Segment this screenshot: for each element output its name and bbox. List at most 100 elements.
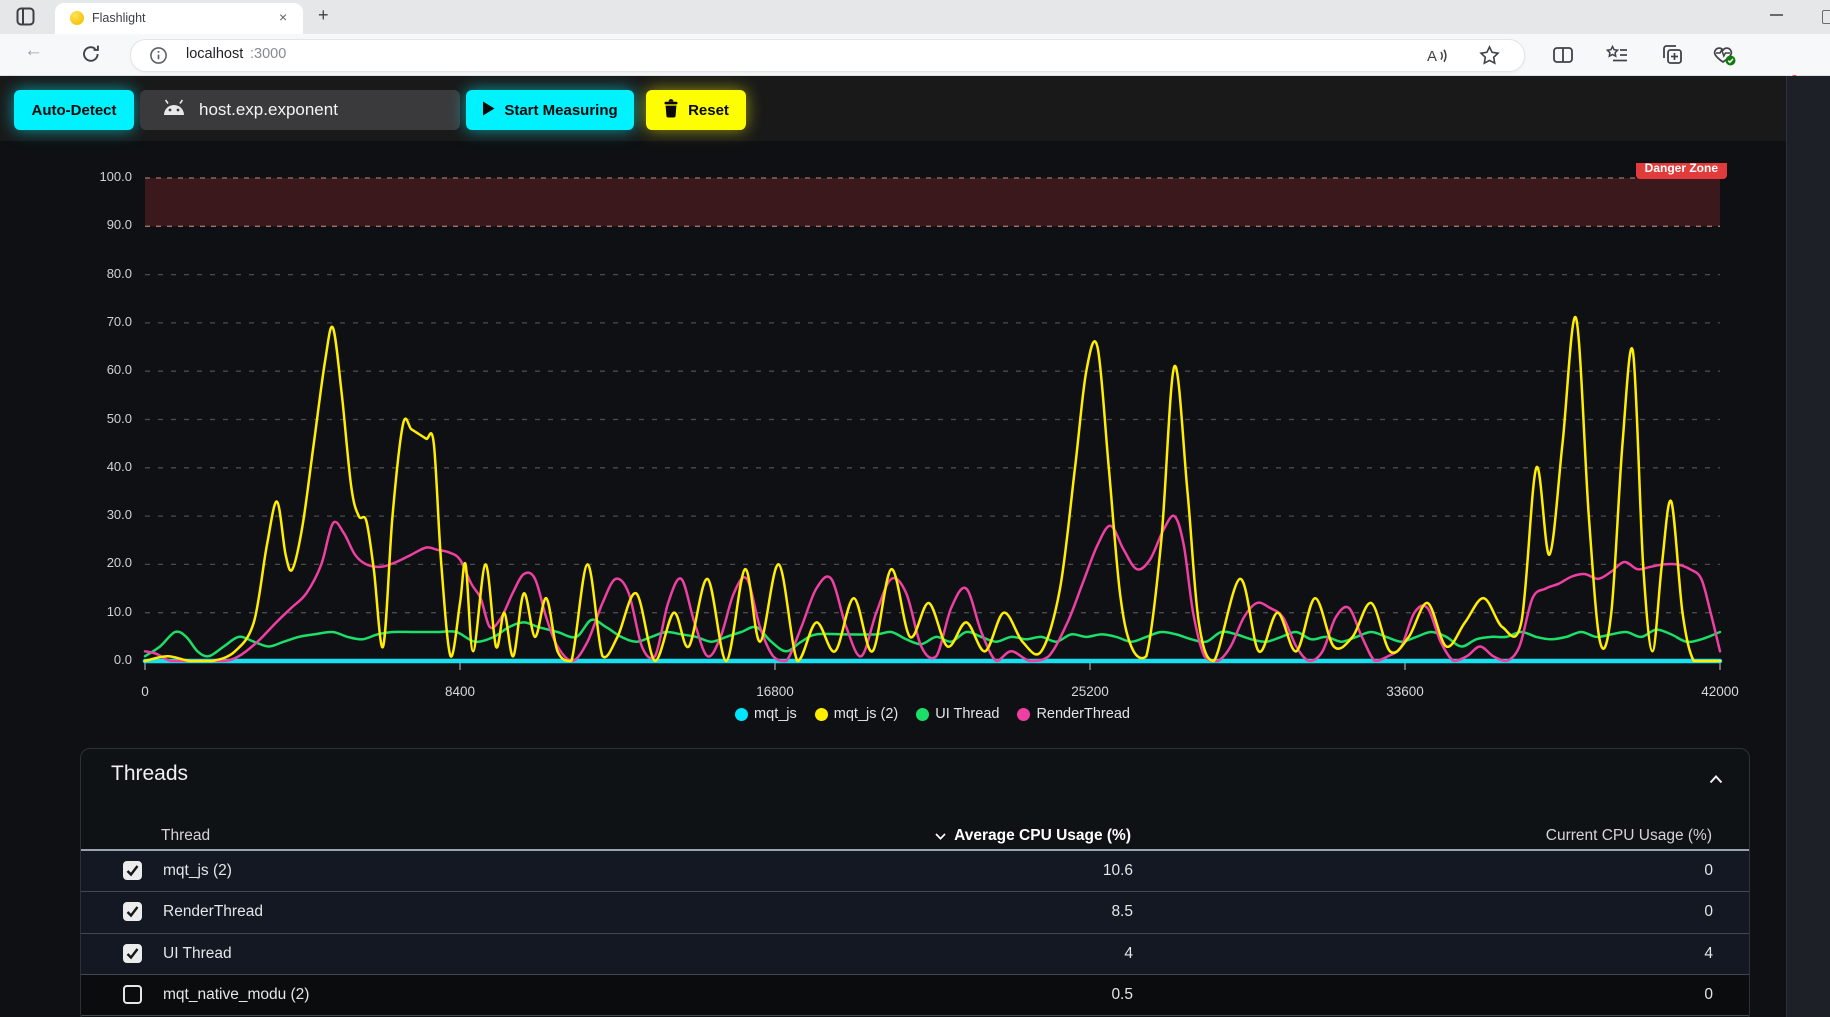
thread-avg-value: 4 [1124, 944, 1133, 962]
window-minimize-button[interactable] [1770, 14, 1783, 16]
table-row[interactable]: mqt_native_modu (2) 0.5 0 [81, 974, 1749, 1017]
threads-panel: Threads Thread Average CPU Usage (%) Cur… [80, 748, 1750, 1017]
series-line-mqt-js-2- [143, 315, 1722, 663]
table-row[interactable]: mqt_js (2) 10.6 0 [81, 851, 1749, 893]
legend-item[interactable]: mqt_js [735, 706, 797, 722]
thread-checkbox[interactable] [123, 902, 142, 922]
legend-dot [735, 707, 749, 721]
thread-name: UI Thread [163, 944, 232, 962]
refresh-button[interactable] [80, 43, 102, 70]
chart-canvas [142, 177, 1723, 670]
reset-label: Reset [688, 101, 729, 119]
legend-item[interactable]: RenderThread [1017, 706, 1130, 722]
legend-label: RenderThread [1036, 706, 1130, 722]
tab-actions-icon[interactable] [16, 7, 35, 31]
x-axis-label: 33600 [1386, 684, 1424, 699]
app-toolbar: Auto-Detect host.exp.exponent Start Meas… [0, 76, 1786, 141]
y-axis-label: 30.0 [106, 507, 132, 523]
collapse-chevron-up-icon[interactable] [1709, 771, 1723, 789]
window-maximize-button[interactable] [1822, 10, 1830, 24]
y-axis-label: 0.0 [113, 652, 132, 667]
thread-current-value: 4 [1704, 944, 1713, 962]
browser-tab[interactable]: Flashlight × [55, 3, 303, 34]
reset-button[interactable]: Reset [646, 90, 746, 130]
thread-avg-value: 8.5 [1111, 903, 1133, 921]
browser-essentials-icon[interactable] [1712, 43, 1737, 72]
y-axis-label: 100.0 [99, 169, 132, 184]
legend-dot [1017, 707, 1031, 721]
thread-current-value: 0 [1704, 903, 1713, 921]
legend-label: mqt_js (2) [833, 706, 899, 722]
thread-checkbox[interactable] [123, 943, 142, 963]
start-measuring-button[interactable]: Start Measuring [466, 90, 634, 130]
thread-checkbox[interactable] [123, 861, 142, 880]
y-axis-label: 10.0 [106, 603, 132, 619]
table-row[interactable]: UI Thread 4 4 [81, 933, 1749, 975]
device-value: host.exp.exponent [199, 100, 338, 119]
split-screen-icon[interactable] [1552, 44, 1574, 71]
series-line-ui-thread [143, 618, 1722, 658]
y-axis-label: 60.0 [106, 362, 132, 378]
x-axis-label: 16800 [756, 684, 794, 699]
y-axis-label: 90.0 [106, 217, 132, 233]
auto-detect-label: Auto-Detect [31, 101, 117, 119]
thread-current-value: 0 [1704, 862, 1713, 879]
cpu-chart: 100.0 90.0 80.0 70.0 60.0 50.0 40.0 30.0 20.0 10.… [0, 163, 1786, 726]
thread-avg-value: 10.6 [1102, 862, 1133, 879]
header-divider [81, 849, 1749, 851]
favorites-list-icon[interactable] [1605, 44, 1629, 71]
android-icon [162, 99, 186, 121]
thread-avg-value: 0.5 [1111, 985, 1133, 1003]
favorite-star-icon[interactable] [1479, 45, 1500, 71]
sort-chevron-down-icon [935, 827, 946, 844]
auto-detect-button[interactable]: Auto-Detect [14, 90, 134, 130]
device-input[interactable]: host.exp.exponent [140, 90, 460, 130]
collections-icon[interactable] [1661, 43, 1684, 71]
legend-item[interactable]: UI Thread [916, 706, 999, 722]
y-axis-label: 70.0 [106, 313, 132, 329]
y-axis-label: 20.0 [106, 555, 132, 571]
thread-current-value: 0 [1704, 985, 1713, 1003]
danger-zone-band [145, 178, 1720, 227]
column-header-average[interactable]: Average CPU Usage (%) [935, 827, 1131, 845]
thread-name: mqt_js (2) [163, 862, 232, 879]
thread-name: mqt_native_modu (2) [163, 985, 310, 1003]
legend-dot [916, 707, 930, 721]
column-header-current[interactable]: Current CPU Usage (%) [1545, 827, 1712, 844]
thread-checkbox[interactable] [123, 984, 142, 1004]
site-info-icon[interactable] [149, 46, 168, 70]
chart-legend: mqt_js mqt_js (2) UI Thread RenderThread [145, 706, 1720, 722]
table-row[interactable]: RenderThread 8.5 0 [81, 892, 1749, 934]
x-axis-label: 8400 [444, 684, 476, 699]
thread-name: RenderThread [163, 903, 263, 921]
back-button[interactable]: ← [24, 40, 43, 61]
tab-close-icon[interactable]: × [279, 9, 288, 25]
start-measuring-label: Start Measuring [504, 101, 618, 119]
play-icon [482, 101, 495, 120]
url-host: localhost [186, 46, 244, 62]
y-axis-label: 50.0 [106, 410, 132, 426]
threads-title: Threads [111, 762, 189, 785]
svg-text:A: A [1427, 48, 1437, 65]
read-aloud-icon[interactable]: A [1426, 45, 1448, 72]
trash-icon [663, 98, 679, 122]
danger-zone-label: Danger Zone [1644, 163, 1718, 175]
x-axis-label: 25200 [1071, 684, 1109, 699]
legend-dot [814, 707, 828, 721]
legend-label: mqt_js [754, 706, 797, 722]
x-axis-label: 42000 [1701, 684, 1739, 699]
column-header-thread[interactable]: Thread [161, 827, 211, 844]
address-bar[interactable]: localhost :3000 A [130, 39, 1525, 72]
new-tab-button[interactable]: + [318, 5, 329, 25]
threads-table: mqt_js (2) 10.6 0 RenderThread 8.5 0 UI … [81, 851, 1749, 1017]
flashlight-favicon [70, 11, 84, 25]
y-axis-label: 40.0 [106, 458, 132, 474]
legend-item[interactable]: mqt_js (2) [814, 706, 899, 722]
x-axis-label: 0 [141, 684, 149, 699]
y-axis-label: 80.0 [106, 265, 132, 281]
url-port: :3000 [250, 46, 287, 62]
page-scrollbar[interactable] [1786, 76, 1830, 1017]
danger-zone-badge: Danger Zone [1635, 163, 1727, 179]
tab-strip: Flashlight × + [0, 0, 1830, 34]
